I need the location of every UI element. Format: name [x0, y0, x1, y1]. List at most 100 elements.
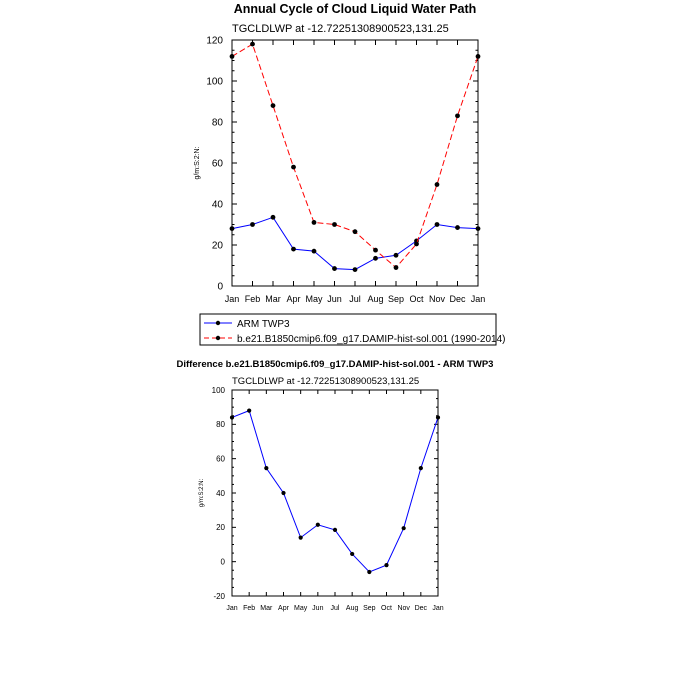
panel-2-plot-frame: [231, 389, 439, 597]
y-tick-label: 80: [216, 420, 225, 429]
panel-1-y-axis-label: g/m:S:2:N:: [194, 146, 201, 179]
x-tick-label: Jan: [432, 605, 443, 612]
x-tick-label: May: [305, 294, 323, 304]
panel-1-x-tick-labels: Jan Feb Mar Apr May Jun Jul Aug Sep Oct Nov Dec Jan: [225, 294, 486, 304]
x-tick-label: May: [294, 605, 308, 612]
panel-2-title: Difference b.e21.B1850cmip6.f09_g17.DAMI…: [177, 359, 494, 370]
series-0-point: [401, 526, 406, 531]
x-tick-label: Nov: [429, 294, 446, 304]
legend-label-arm-twp3: ARM TWP3: [237, 319, 290, 330]
y-tick-label: 100: [206, 77, 223, 88]
panel-2-y-axis-label: g/m:S:2:N:: [199, 478, 205, 507]
series-0-point: [352, 267, 358, 272]
x-tick-label: Sep: [388, 294, 404, 304]
x-tick-label: Apr: [278, 605, 290, 612]
x-tick-label: Jul: [331, 605, 340, 612]
legend-box: [199, 313, 497, 346]
legend: ARM TWP3 b.e21.B1850cmip6.f09_g17.DAMIP-…: [199, 313, 506, 346]
series-0-point: [373, 255, 378, 261]
x-tick-label: Jul: [349, 294, 361, 304]
series-0-point: [247, 408, 252, 413]
panel-2-x-tick-labels: Jan Feb Mar Apr May Jun Jul Aug Sep Oct Nov Dec Jan: [226, 605, 443, 612]
legend-label-model: b.e21.B1850cmip6.f09_g17.DAMIP-hist-sol.…: [237, 334, 506, 345]
y-tick-label: 100: [212, 386, 226, 395]
series-1-point: [332, 222, 337, 227]
x-tick-label: Dec: [415, 605, 428, 612]
series-0-point: [229, 226, 235, 232]
x-tick-label: Jan: [225, 294, 240, 304]
panel-2-subtitle: TGCLDLWP at -12.72251308900523,131.25: [232, 376, 419, 387]
legend-marker-arm-twp3: [215, 320, 221, 326]
y-tick-label: -20: [213, 592, 225, 601]
panel-1-title: Annual Cycle of Cloud Liquid Water Path: [234, 2, 477, 16]
x-tick-label: Jun: [312, 605, 323, 612]
series-1-point: [311, 220, 317, 225]
series-1-point: [434, 182, 440, 187]
y-tick-label: 40: [216, 489, 225, 498]
panel-2-y-tick-labels: -20 0 20 40 60 80 100: [212, 386, 226, 601]
x-tick-label: Apr: [286, 294, 300, 304]
panel-1-series: [229, 41, 481, 272]
series-0-point: [455, 225, 460, 230]
x-tick-label: Jan: [471, 294, 486, 304]
y-tick-label: 80: [212, 118, 224, 129]
y-tick-label: 120: [206, 36, 223, 47]
x-tick-label: Sep: [363, 605, 376, 612]
x-tick-label: Jan: [226, 605, 237, 612]
series-line-0: [231, 409, 439, 573]
series-1-point: [373, 247, 378, 253]
y-tick-label: 20: [212, 241, 224, 252]
x-tick-label: Jun: [327, 294, 342, 304]
y-tick-label: 20: [216, 523, 225, 532]
x-tick-label: Mar: [260, 605, 273, 612]
panel-1-subtitle: TGCLDLWP at -12.72251308900523,131.25: [232, 23, 449, 35]
x-tick-label: Feb: [245, 294, 261, 304]
series-0-point: [291, 246, 296, 252]
series-0-point: [435, 415, 441, 420]
series-1-point: [475, 54, 481, 59]
series-0-point: [418, 466, 423, 471]
series-0-point: [332, 266, 337, 271]
x-tick-label: Feb: [243, 605, 255, 612]
series-1-point: [455, 113, 460, 119]
series-0-point: [298, 535, 303, 540]
x-tick-label: Oct: [409, 294, 424, 304]
series-0-point: [315, 522, 320, 527]
y-tick-label: 60: [212, 159, 224, 170]
y-tick-label: 0: [217, 282, 223, 293]
series-1-point: [229, 54, 235, 59]
x-tick-label: Nov: [397, 605, 410, 612]
series-0-point: [264, 466, 269, 471]
series-0-point: [434, 222, 440, 227]
series-1-point: [414, 241, 419, 247]
series-1-point: [270, 103, 276, 108]
x-tick-label: Oct: [381, 605, 392, 612]
series-1-point: [352, 229, 358, 235]
series-0-point: [367, 569, 372, 575]
y-tick-label: 40: [212, 200, 224, 211]
x-tick-label: Aug: [367, 294, 383, 304]
panel-1-y-tick-labels: 0 20 40 60 80 100 120: [206, 36, 223, 293]
series-0-point: [350, 551, 355, 557]
panel-2-series: [229, 408, 441, 575]
series-0-point: [250, 222, 255, 227]
series-0-point: [384, 563, 389, 568]
legend-marker-model: [215, 335, 221, 341]
y-tick-label: 0: [221, 557, 226, 566]
panel-1-ticks: [231, 39, 479, 287]
series-1-point: [393, 265, 399, 270]
series-1-point: [250, 41, 255, 47]
series-0-point: [311, 248, 317, 254]
x-tick-label: Dec: [449, 294, 466, 304]
series-1-point: [291, 164, 296, 170]
panel-1-plot-frame: [231, 39, 479, 287]
series-0-point: [475, 226, 481, 232]
panel-1: Annual Cycle of Cloud Liquid Water Path …: [194, 2, 485, 304]
series-0-point: [393, 252, 399, 258]
series-0-point: [281, 490, 286, 496]
series-line-0: [231, 216, 479, 271]
panel-2-ticks: [231, 389, 439, 597]
panel-2: Difference b.e21.B1850cmip6.f09_g17.DAMI…: [177, 359, 494, 612]
x-tick-label: Mar: [265, 294, 281, 304]
series-0-point: [229, 415, 235, 420]
